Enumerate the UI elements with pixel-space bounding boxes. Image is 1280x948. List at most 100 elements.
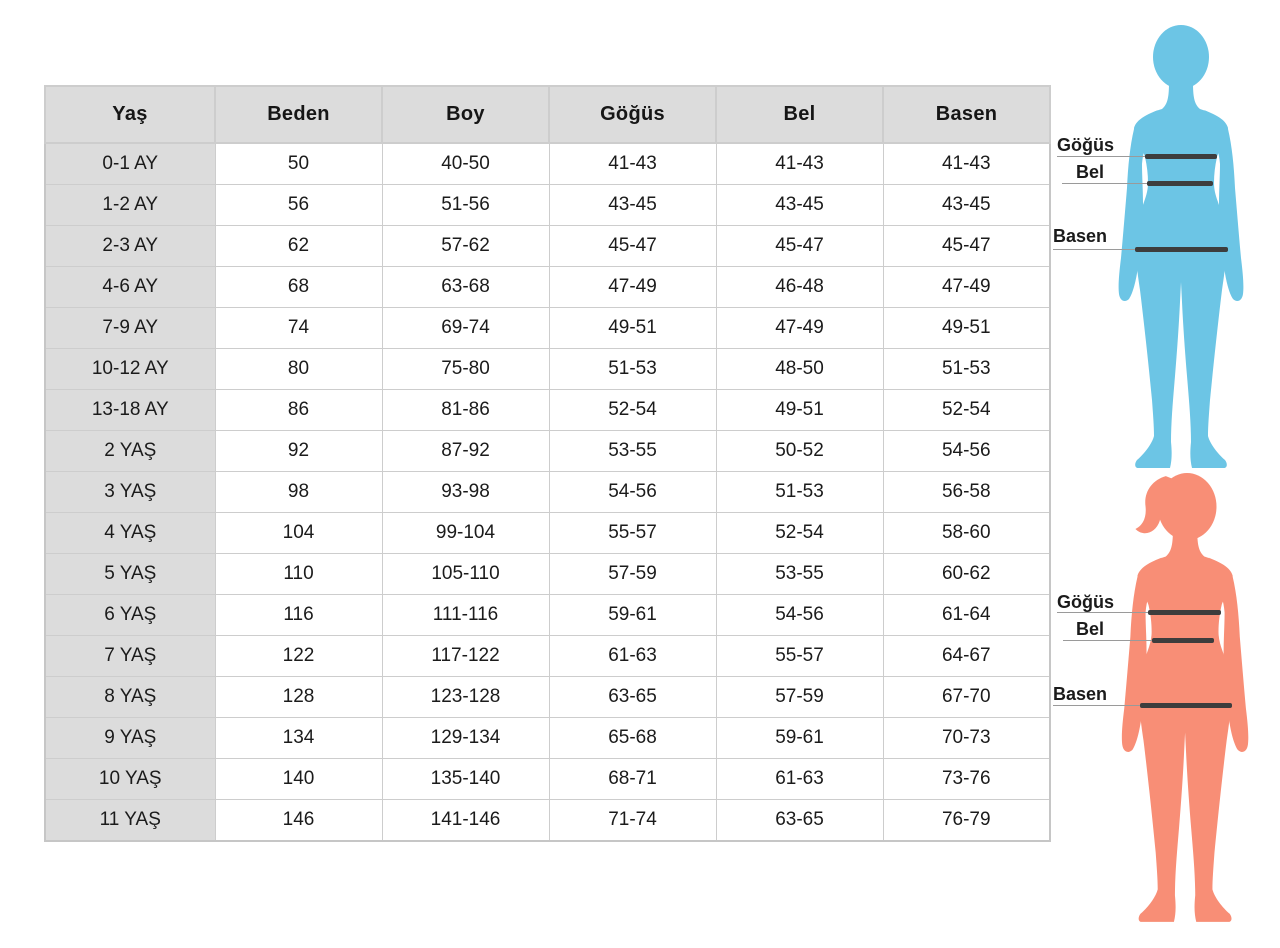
value-cell: 71-74 xyxy=(548,799,717,842)
value-cell: 52-54 xyxy=(882,389,1051,431)
table-row: 7-9 AY 74 69-74 49-51 47-49 49-51 xyxy=(44,307,1051,349)
age-cell: 5 YAŞ xyxy=(44,553,216,595)
value-cell: 70-73 xyxy=(882,717,1051,759)
value-cell: 57-59 xyxy=(548,553,717,595)
value-cell: 141-146 xyxy=(381,799,550,842)
value-cell: 57-59 xyxy=(715,676,884,718)
value-cell: 52-54 xyxy=(548,389,717,431)
value-cell: 54-56 xyxy=(882,430,1051,472)
value-cell: 59-61 xyxy=(715,717,884,759)
value-cell: 45-47 xyxy=(882,225,1051,267)
value-cell: 49-51 xyxy=(715,389,884,431)
age-cell: 7 YAŞ xyxy=(44,635,216,677)
table-row: 6 YAŞ 116 111-116 59-61 54-56 61-64 xyxy=(44,594,1051,636)
age-cell: 6 YAŞ xyxy=(44,594,216,636)
value-cell: 81-86 xyxy=(381,389,550,431)
value-cell: 59-61 xyxy=(548,594,717,636)
girl-head xyxy=(1157,473,1217,541)
value-cell: 74 xyxy=(214,307,383,349)
value-cell: 140 xyxy=(214,758,383,800)
value-cell: 43-45 xyxy=(882,184,1051,226)
girl-hip-label: Basen xyxy=(1053,684,1108,704)
size-chart-table: Yaş Beden Boy Göğüs Bel Basen 0-1 AY 50 40… xyxy=(44,85,1051,842)
girl-right-arm xyxy=(1208,557,1249,752)
value-cell: 58-60 xyxy=(882,512,1051,554)
value-cell: 60-62 xyxy=(882,553,1051,595)
table-row: 0-1 AY 50 40-50 41-43 41-43 41-43 xyxy=(44,142,1051,185)
value-cell: 51-56 xyxy=(381,184,550,226)
header-row: Yaş Beden Boy Göğüs Bel Basen xyxy=(44,85,1051,144)
table-row: 5 YAŞ 110 105-110 57-59 53-55 60-62 xyxy=(44,553,1051,595)
age-cell: 7-9 AY xyxy=(44,307,216,349)
value-cell: 50 xyxy=(214,142,383,185)
age-cell: 3 YAŞ xyxy=(44,471,216,513)
age-cell: 4-6 AY xyxy=(44,266,216,308)
value-cell: 54-56 xyxy=(548,471,717,513)
value-cell: 86 xyxy=(214,389,383,431)
value-cell: 111-116 xyxy=(381,594,550,636)
age-cell: 2 YAŞ xyxy=(44,430,216,472)
value-cell: 49-51 xyxy=(548,307,717,349)
column-header-basen: Basen xyxy=(882,85,1051,144)
value-cell: 68-71 xyxy=(548,758,717,800)
age-cell: 2-3 AY xyxy=(44,225,216,267)
boy-chest-label: Göğüs xyxy=(1057,135,1114,155)
table-row: 7 YAŞ 122 117-122 61-63 55-57 64-67 xyxy=(44,635,1051,677)
value-cell: 40-50 xyxy=(381,142,550,185)
table-row: 2-3 AY 62 57-62 45-47 45-47 45-47 xyxy=(44,225,1051,267)
value-cell: 93-98 xyxy=(381,471,550,513)
age-cell: 0-1 AY xyxy=(44,142,216,185)
table-row: 1-2 AY 56 51-56 43-45 43-45 43-45 xyxy=(44,184,1051,226)
value-cell: 134 xyxy=(214,717,383,759)
value-cell: 64-67 xyxy=(882,635,1051,677)
girl-left-arm xyxy=(1121,557,1162,752)
column-header-gogus: Göğüs xyxy=(548,85,717,144)
value-cell: 50-52 xyxy=(715,430,884,472)
value-cell: 116 xyxy=(214,594,383,636)
value-cell: 54-56 xyxy=(715,594,884,636)
age-cell: 13-18 AY xyxy=(44,389,216,431)
value-cell: 45-47 xyxy=(548,225,717,267)
value-cell: 69-74 xyxy=(381,307,550,349)
column-header-bel: Bel xyxy=(715,85,884,144)
value-cell: 67-70 xyxy=(882,676,1051,718)
value-cell: 41-43 xyxy=(882,142,1051,185)
value-cell: 43-45 xyxy=(548,184,717,226)
value-cell: 110 xyxy=(214,553,383,595)
girl-chest-guide-line xyxy=(1057,612,1221,613)
value-cell: 61-63 xyxy=(715,758,884,800)
column-header-yas: Yaş xyxy=(44,85,216,144)
value-cell: 46-48 xyxy=(715,266,884,308)
value-cell: 61-64 xyxy=(882,594,1051,636)
boy-waist-measure-bar xyxy=(1147,181,1213,186)
boy-left-arm xyxy=(1118,110,1158,302)
value-cell: 51-53 xyxy=(548,348,717,390)
value-cell: 49-51 xyxy=(882,307,1051,349)
value-cell: 123-128 xyxy=(381,676,550,718)
girl-silhouette xyxy=(1121,473,1249,922)
table-row: 2 YAŞ 92 87-92 53-55 50-52 54-56 xyxy=(44,430,1051,472)
value-cell: 87-92 xyxy=(381,430,550,472)
boy-waist-label: Bel xyxy=(1076,162,1105,182)
value-cell: 53-55 xyxy=(715,553,884,595)
value-cell: 47-49 xyxy=(715,307,884,349)
value-cell: 55-57 xyxy=(715,635,884,677)
boy-body xyxy=(1134,82,1228,468)
value-cell: 47-49 xyxy=(548,266,717,308)
value-cell: 135-140 xyxy=(381,758,550,800)
table-row: 3 YAŞ 98 93-98 54-56 51-53 56-58 xyxy=(44,471,1051,513)
value-cell: 47-49 xyxy=(882,266,1051,308)
value-cell: 105-110 xyxy=(381,553,550,595)
value-cell: 99-104 xyxy=(381,512,550,554)
age-cell: 4 YAŞ xyxy=(44,512,216,554)
age-cell: 11 YAŞ xyxy=(44,799,216,842)
value-cell: 98 xyxy=(214,471,383,513)
value-cell: 63-68 xyxy=(381,266,550,308)
value-cell: 48-50 xyxy=(715,348,884,390)
value-cell: 92 xyxy=(214,430,383,472)
table-row: 13-18 AY 86 81-86 52-54 49-51 52-54 xyxy=(44,389,1051,431)
value-cell: 80 xyxy=(214,348,383,390)
boy-hip-measure-bar xyxy=(1135,247,1228,252)
table-row: 10 YAŞ 140 135-140 68-71 61-63 73-76 xyxy=(44,758,1051,800)
girl-waist-guide-line xyxy=(1063,640,1213,641)
